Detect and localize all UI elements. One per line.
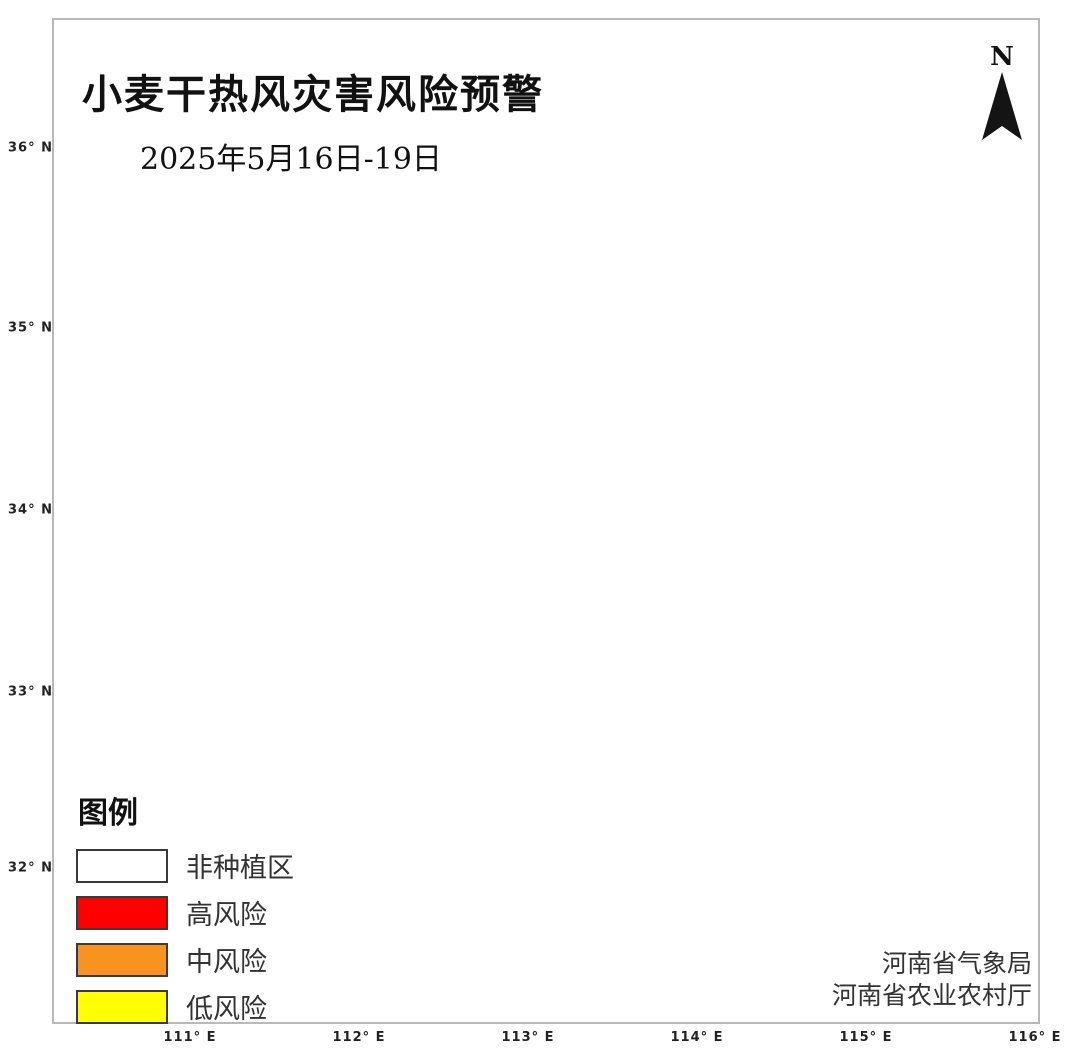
legend-label: 中风险 <box>186 947 267 978</box>
legend-item: 非种植区 <box>76 846 326 885</box>
attribution-line-1: 河南省气象局 <box>881 949 1032 978</box>
legend: 图例 非种植区高风险中风险低风险 <box>76 788 326 1034</box>
attribution-line-2: 河南省农业农村厅 <box>831 981 1032 1010</box>
map-frame <box>52 18 1040 1024</box>
legend-swatch <box>76 942 168 977</box>
legend-label: 低风险 <box>186 994 267 1025</box>
longitude-tick: 112° E <box>332 1030 386 1045</box>
longitude-tick: 116° E <box>1008 1030 1062 1045</box>
north-label: N <box>990 42 1014 72</box>
latitude-tick: 35° N <box>8 320 53 336</box>
legend-label: 非种植区 <box>186 853 294 884</box>
attribution: 河南省气象局 河南省农业农村厅 <box>832 948 1032 1012</box>
longitude-tick: 114° E <box>670 1030 724 1045</box>
legend-title: 图例 <box>78 796 138 831</box>
north-arrow-icon <box>982 72 1022 140</box>
longitude-tick: 113° E <box>501 1030 555 1045</box>
latitude-tick: 36° N <box>8 140 53 156</box>
latitude-tick: 32° N <box>8 860 53 876</box>
latitude-tick: 33° N <box>8 684 53 700</box>
legend-item: 高风险 <box>76 893 326 932</box>
legend-item: 低风险 <box>76 987 326 1026</box>
north-arrow: N <box>972 44 1032 154</box>
latitude-tick: 34° N <box>8 502 53 518</box>
legend-item: 中风险 <box>76 940 326 979</box>
legend-swatch <box>76 989 168 1024</box>
longitude-tick: 115° E <box>839 1030 893 1045</box>
legend-swatch <box>76 895 168 930</box>
page-subtitle: 2025年5月16日-19日 <box>140 142 442 177</box>
legend-label: 高风险 <box>186 900 267 931</box>
longitude-tick: 111° E <box>163 1030 217 1045</box>
legend-rows: 非种植区高风险中风险低风险 <box>76 846 326 1026</box>
legend-swatch <box>76 848 168 883</box>
page-title: 小麦干热风灾害风险预警 <box>82 72 544 118</box>
